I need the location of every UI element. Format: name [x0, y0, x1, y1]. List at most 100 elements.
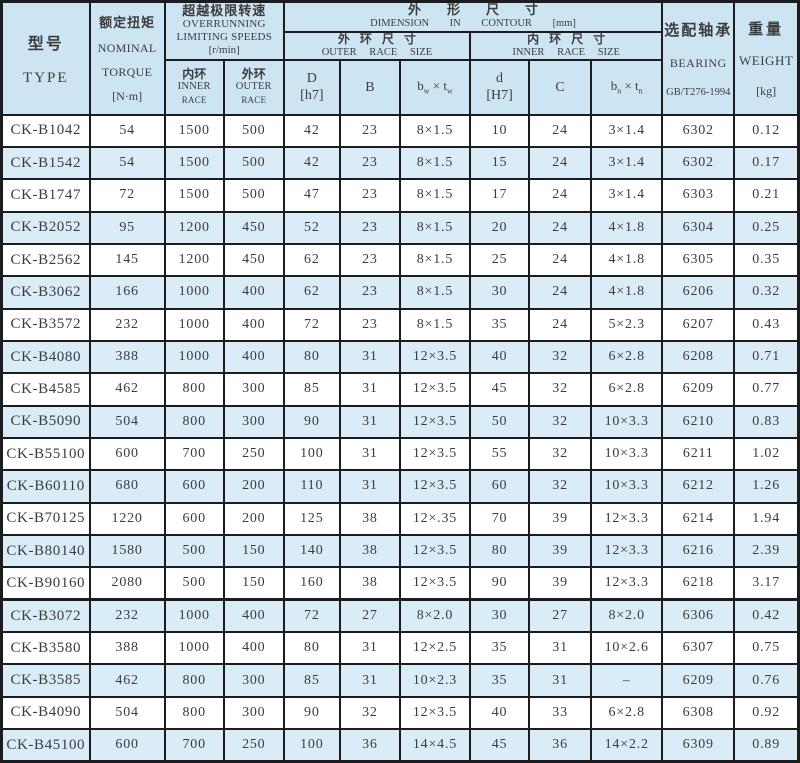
col-header-bn-tn: bn × tn — [590, 58, 664, 116]
speeds-header-zh: 超越极限转速 — [182, 3, 267, 19]
cell-C: 39 — [528, 501, 593, 536]
cell-B: 23 — [338, 113, 401, 148]
dimension-header-zh: 外形尺寸 — [408, 2, 565, 18]
cell-bearing: 6218 — [661, 566, 736, 601]
cell-inner_speed: 1000 — [163, 307, 225, 342]
cell-d: 17 — [468, 178, 531, 213]
cell-inner_speed: 1000 — [163, 598, 225, 634]
col-header-bearing: 选配轴承 BEARING GB/T276-1994 — [661, 0, 736, 116]
col-header-outer-race-speed: 外环 OUTER RACE — [222, 58, 285, 116]
cell-weight: 0.12 — [733, 113, 800, 148]
cell-B: 31 — [338, 663, 401, 698]
cell-bearing: 6210 — [661, 404, 736, 439]
table-row: CK-B3580 388 1000 400 80 31 12×2.5 35 31 10×2.6 63… — [0, 630, 800, 666]
cell-d: 40 — [468, 695, 531, 731]
cell-bw_tw: 8×1.5 — [398, 275, 472, 310]
cell-D: 80 — [282, 630, 341, 666]
cell-bn_tn: 12×3.3 — [590, 566, 664, 601]
cell-bw_tw: 12×3.5 — [398, 469, 472, 504]
cell-D: 160 — [282, 566, 341, 601]
cell-C: 39 — [528, 533, 593, 569]
cell-bn_tn: 6×2.8 — [590, 695, 664, 731]
cell-torque: 232 — [88, 307, 166, 342]
cell-bw_tw: 14×4.5 — [398, 728, 472, 763]
cell-B: 23 — [338, 307, 401, 342]
cell-bn_tn: 12×3.3 — [590, 533, 664, 569]
cell-bearing: 6306 — [661, 598, 736, 634]
cell-weight: 0.77 — [733, 372, 800, 407]
col-group-inner-race-size: 内环尺寸 INNER RACE SIZE — [468, 30, 664, 61]
cell-C: 27 — [528, 598, 593, 634]
col-group-dimension: 外形尺寸 DIMENSION IN CONTOUR [mm] — [282, 0, 664, 33]
cell-D: 110 — [282, 469, 341, 504]
cell-torque: 1220 — [88, 501, 166, 536]
outer-race-en2: RACE — [241, 95, 267, 105]
cell-bw_tw: 8×1.5 — [398, 178, 472, 213]
cell-bn_tn: 10×3.3 — [590, 436, 664, 472]
cell-inner_speed: 500 — [163, 533, 225, 569]
cell-weight: 3.17 — [733, 566, 800, 601]
cell-inner_speed: 700 — [163, 728, 225, 763]
cell-type: CK-B3072 — [0, 598, 91, 634]
cell-outer_speed: 200 — [222, 469, 285, 504]
cell-inner_speed: 1500 — [163, 113, 225, 148]
cell-inner_speed: 1500 — [163, 178, 225, 213]
inner-race-size-en: INNER RACE SIZE — [512, 46, 620, 58]
cell-torque: 54 — [88, 113, 166, 148]
cell-inner_speed: 1000 — [163, 339, 225, 375]
cell-inner_speed: 1000 — [163, 630, 225, 666]
cell-bn_tn: 3×1.4 — [590, 113, 664, 148]
cell-type: CK-B1747 — [0, 178, 91, 213]
cell-D: 62 — [282, 242, 341, 278]
cell-B: 32 — [338, 695, 401, 731]
type-header-zh: 型号 — [27, 35, 64, 53]
cell-outer_speed: 400 — [222, 630, 285, 666]
cell-outer_speed: 300 — [222, 372, 285, 407]
cell-outer_speed: 150 — [222, 566, 285, 601]
cell-C: 24 — [528, 307, 593, 342]
inner-race-en2: RACE — [181, 95, 207, 105]
speeds-header-en2: LIMITING SPEEDS — [176, 31, 273, 44]
table-row: CK-B4080 388 1000 400 80 31 12×3.5 40 32 6×2.8 620… — [0, 339, 800, 375]
cell-bn_tn: 5×2.3 — [590, 307, 664, 342]
col-header-inner-diameter: d [H7] — [468, 58, 531, 116]
cell-torque: 462 — [88, 663, 166, 698]
cell-weight: 0.42 — [733, 598, 800, 634]
cell-D: 52 — [282, 210, 341, 245]
col-group-overrunning-speeds: 超越极限转速 OVERRUNNING LIMITING SPEEDS [r/mi… — [163, 0, 285, 61]
cell-C: 33 — [528, 695, 593, 731]
cell-bearing: 6206 — [661, 275, 736, 310]
cell-D: 125 — [282, 501, 341, 536]
cell-weight: 1.26 — [733, 469, 800, 504]
cell-type: CK-B2052 — [0, 210, 91, 245]
cell-bn_tn: 4×1.8 — [590, 275, 664, 310]
cell-bearing: 6305 — [661, 242, 736, 278]
cell-torque: 1580 — [88, 533, 166, 569]
cell-weight: 0.21 — [733, 178, 800, 213]
table-row: CK-B60110 680 600 200 110 31 12×3.5 60 32 10×3.3 6… — [0, 469, 800, 504]
cell-type: CK-B60110 — [0, 469, 91, 504]
cell-torque: 54 — [88, 145, 166, 181]
cell-outer_speed: 150 — [222, 533, 285, 569]
cell-bw_tw: 8×1.5 — [398, 242, 472, 278]
cell-d: 20 — [468, 210, 531, 245]
cell-D: 90 — [282, 404, 341, 439]
cell-bearing: 6307 — [661, 630, 736, 666]
table-row: CK-B3572 232 1000 400 72 23 8×1.5 35 24 5×2.3 6207… — [0, 307, 800, 342]
cell-inner_speed: 1200 — [163, 210, 225, 245]
cell-bn_tn: 12×3.3 — [590, 501, 664, 536]
speeds-header-unit: [r/min] — [208, 44, 240, 57]
bearing-header-en: BEARING — [669, 55, 727, 70]
cell-bn_tn: – — [590, 663, 664, 698]
table-row: CK-B80140 1580 500 150 140 38 12×3.5 80 39 12×3.3… — [0, 533, 800, 569]
table-row: CK-B3062 166 1000 400 62 23 8×1.5 30 24 4×1.8 6206… — [0, 275, 800, 310]
cell-weight: 0.83 — [733, 404, 800, 439]
col-header-weight: 重量 WEIGHT [kg] — [733, 0, 800, 116]
cell-B: 23 — [338, 145, 401, 181]
cell-C: 32 — [528, 469, 593, 504]
cell-bw_tw: 12×3.5 — [398, 372, 472, 407]
cell-D: 85 — [282, 663, 341, 698]
cell-weight: 0.17 — [733, 145, 800, 181]
cell-d: 30 — [468, 275, 531, 310]
